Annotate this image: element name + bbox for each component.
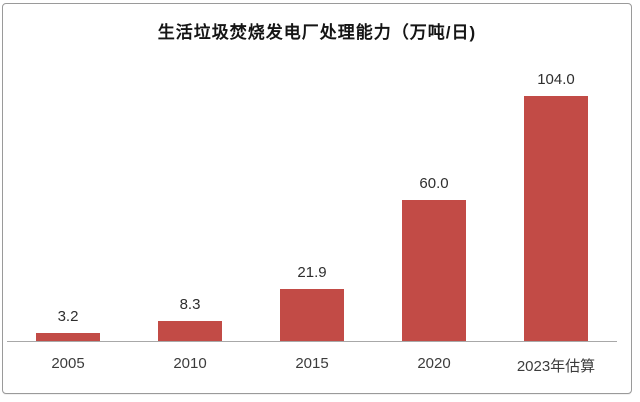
x-tick-label: 2010 [173, 355, 207, 372]
bar-value-label: 60.0 [419, 174, 449, 192]
chart-title: 生活垃圾焚烧发电厂处理能力（万吨/日) [157, 23, 477, 42]
bar [524, 96, 588, 341]
x-tick-label: 2020 [417, 355, 451, 372]
bar-value-label: 21.9 [297, 264, 327, 282]
x-tick-label: 2023年估算 [516, 358, 596, 375]
x-tick-label: 2005 [51, 355, 85, 372]
bar [280, 289, 344, 341]
x-axis-ticks: 2005 2010 2015 2020 2023年估算 [7, 355, 617, 376]
bar [158, 321, 222, 341]
bar-group: 8.3 [129, 61, 251, 341]
bar-group: 21.9 [251, 61, 373, 341]
bar-group: 104.0 [495, 61, 617, 341]
bar-value-label: 8.3 [179, 296, 201, 314]
bar [402, 199, 466, 341]
chart-frame: 生活垃圾焚烧发电厂处理能力（万吨/日) 3.2 8.3 21.9 60.0 104.0 … [2, 3, 632, 394]
bar-value-label: 104.0 [537, 71, 575, 88]
x-tick-label: 2015 [295, 355, 329, 372]
bar-value-label: 3.2 [57, 308, 79, 326]
plot-area: 3.2 8.3 21.9 60.0 104.0 [7, 61, 617, 342]
bar-group: 60.0 [373, 61, 495, 341]
bar-group: 3.2 [7, 61, 129, 341]
bar [36, 333, 100, 341]
